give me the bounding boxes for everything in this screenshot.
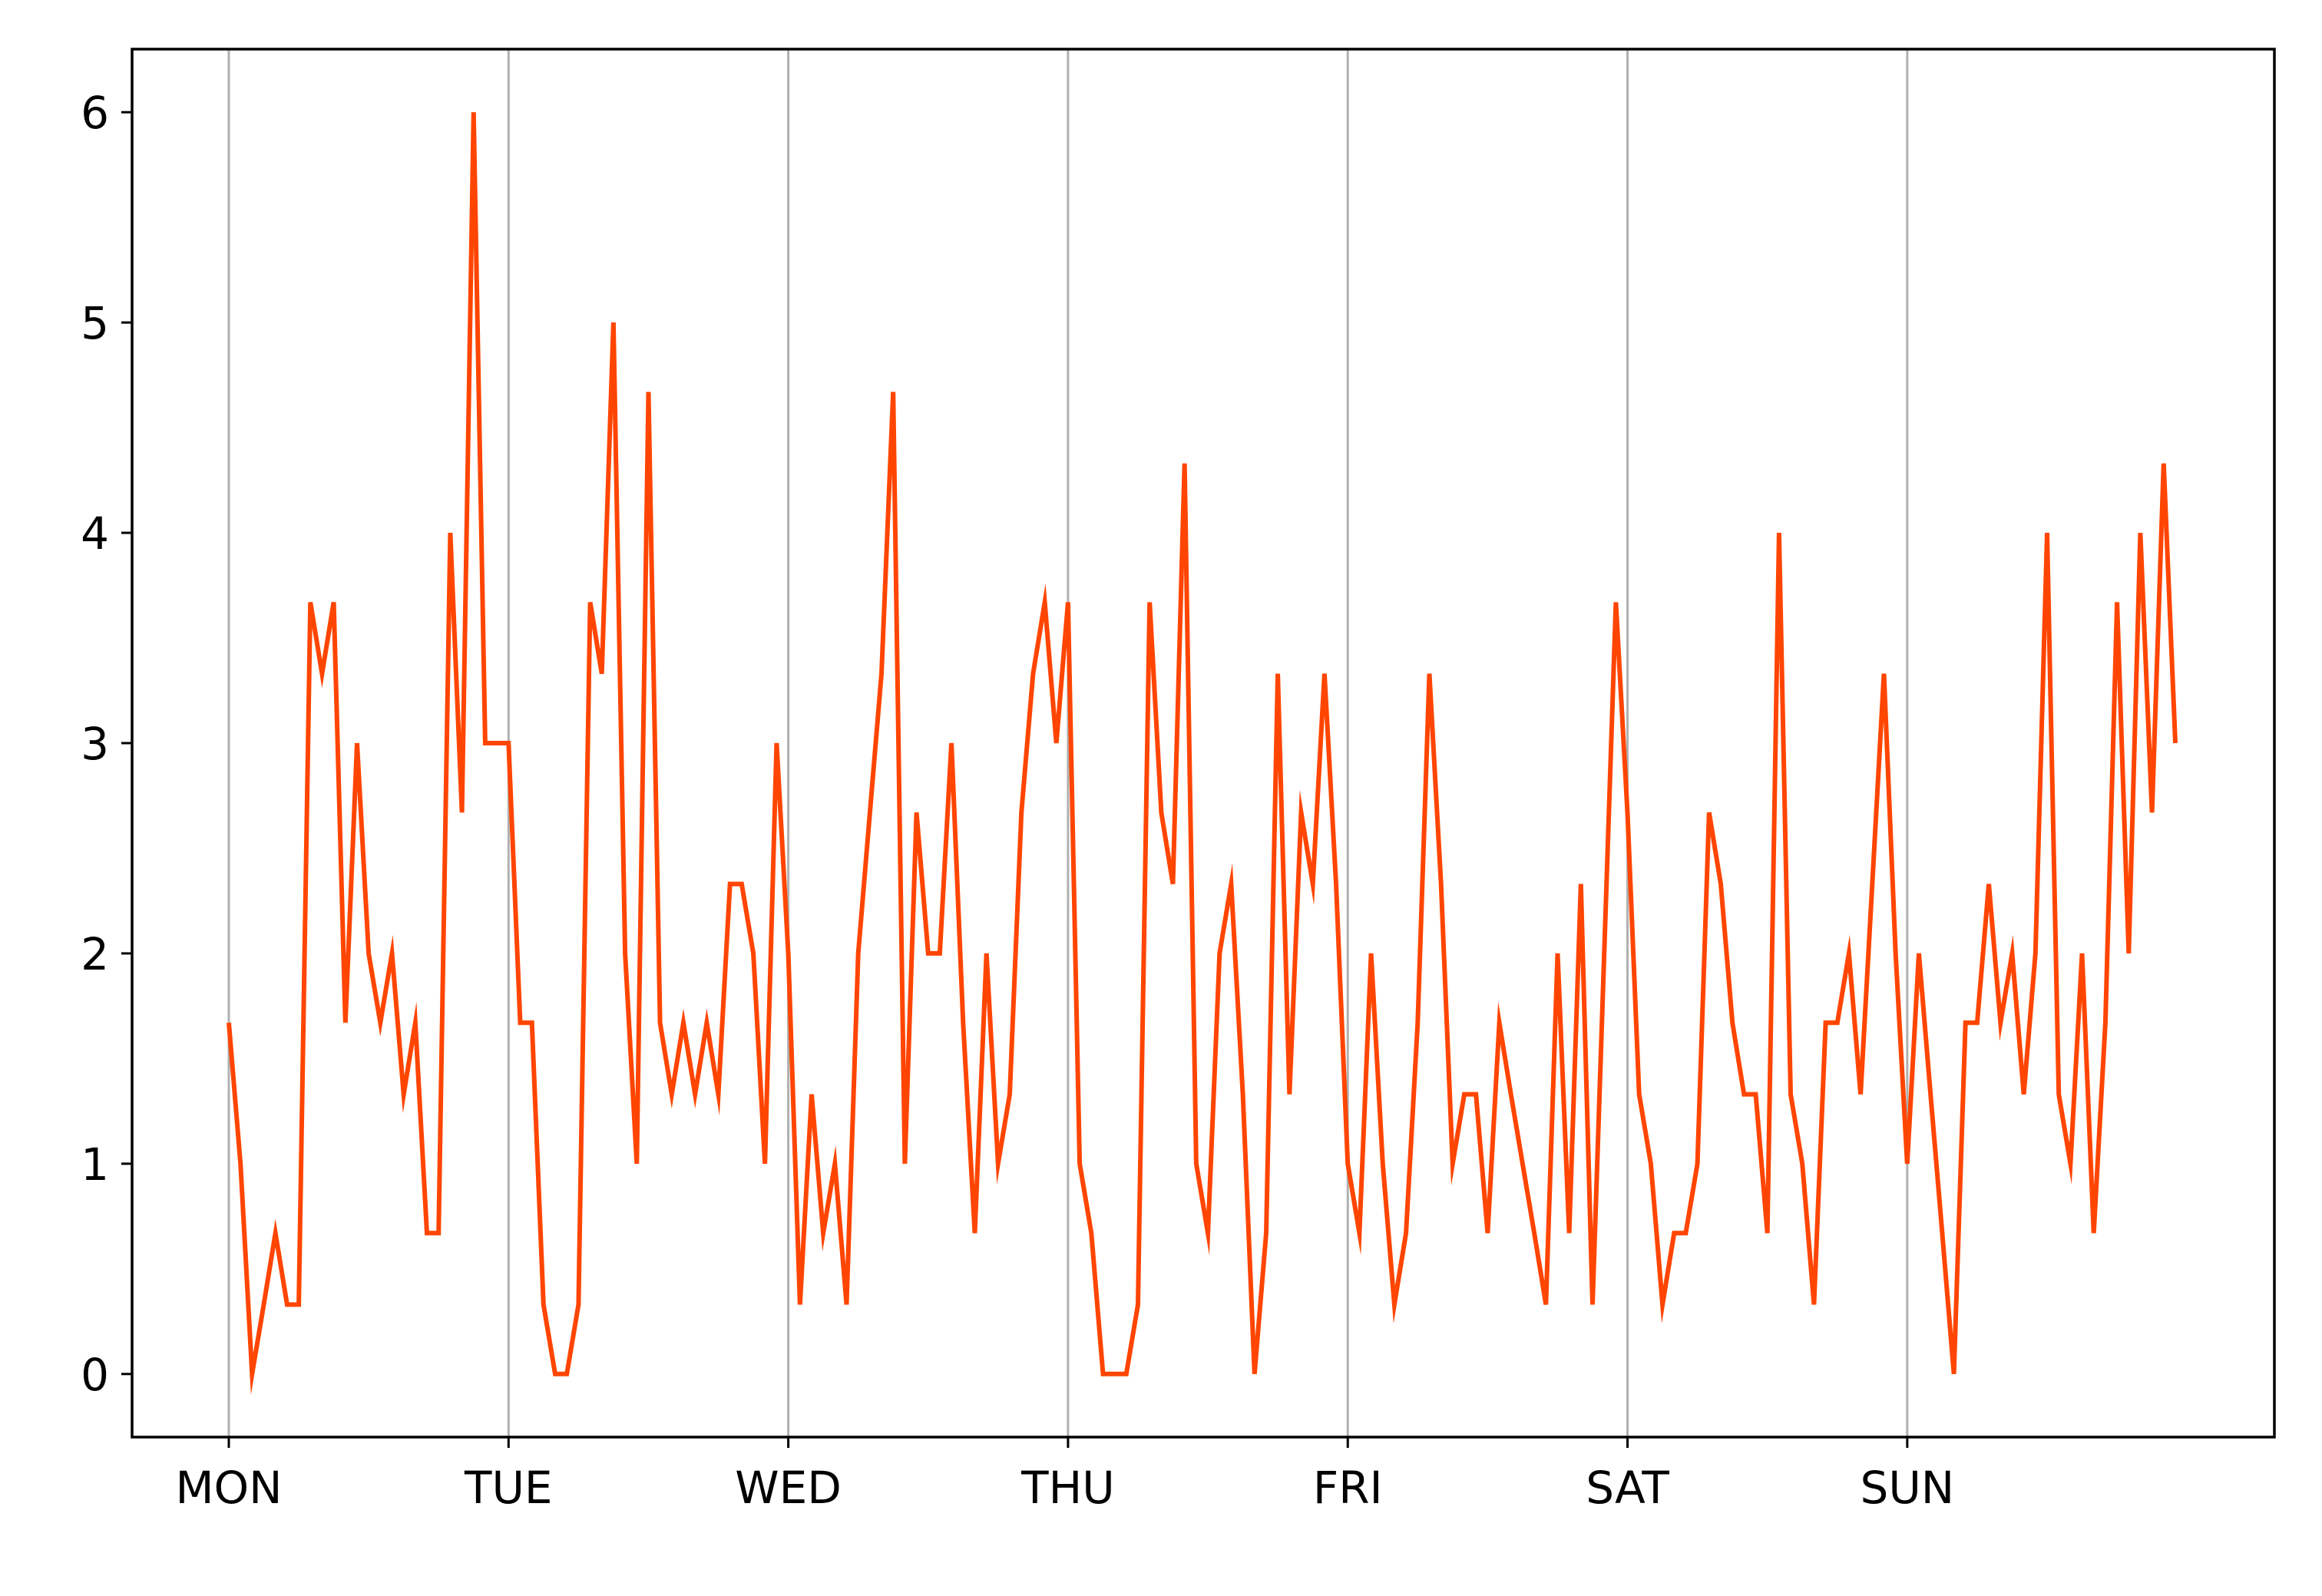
- x-tick-label: WED: [735, 1462, 842, 1514]
- x-tick-label: MON: [175, 1462, 282, 1514]
- x-tick-label: THU: [1020, 1462, 1115, 1514]
- x-tick-label: SAT: [1586, 1462, 1669, 1514]
- y-axis: 0 1 2 3 4 5 6: [81, 87, 132, 1401]
- y-tick-label: 1: [81, 1138, 109, 1191]
- y-tick-label: 6: [81, 87, 109, 139]
- x-tick-label: FRI: [1313, 1462, 1383, 1514]
- series-line: [227, 112, 2178, 1395]
- y-tick-label: 5: [81, 297, 109, 349]
- y-tick-label: 3: [81, 718, 109, 770]
- y-tick-label: 2: [81, 928, 109, 980]
- x-axis: MON TUE WED THU FRI SAT SUN: [175, 1437, 1954, 1514]
- x-tick-label: SUN: [1861, 1462, 1955, 1514]
- series-layer: [227, 112, 2178, 1395]
- x-tick-label: TUE: [464, 1462, 553, 1514]
- y-tick-label: 0: [81, 1349, 109, 1401]
- y-tick-label: 4: [81, 507, 109, 560]
